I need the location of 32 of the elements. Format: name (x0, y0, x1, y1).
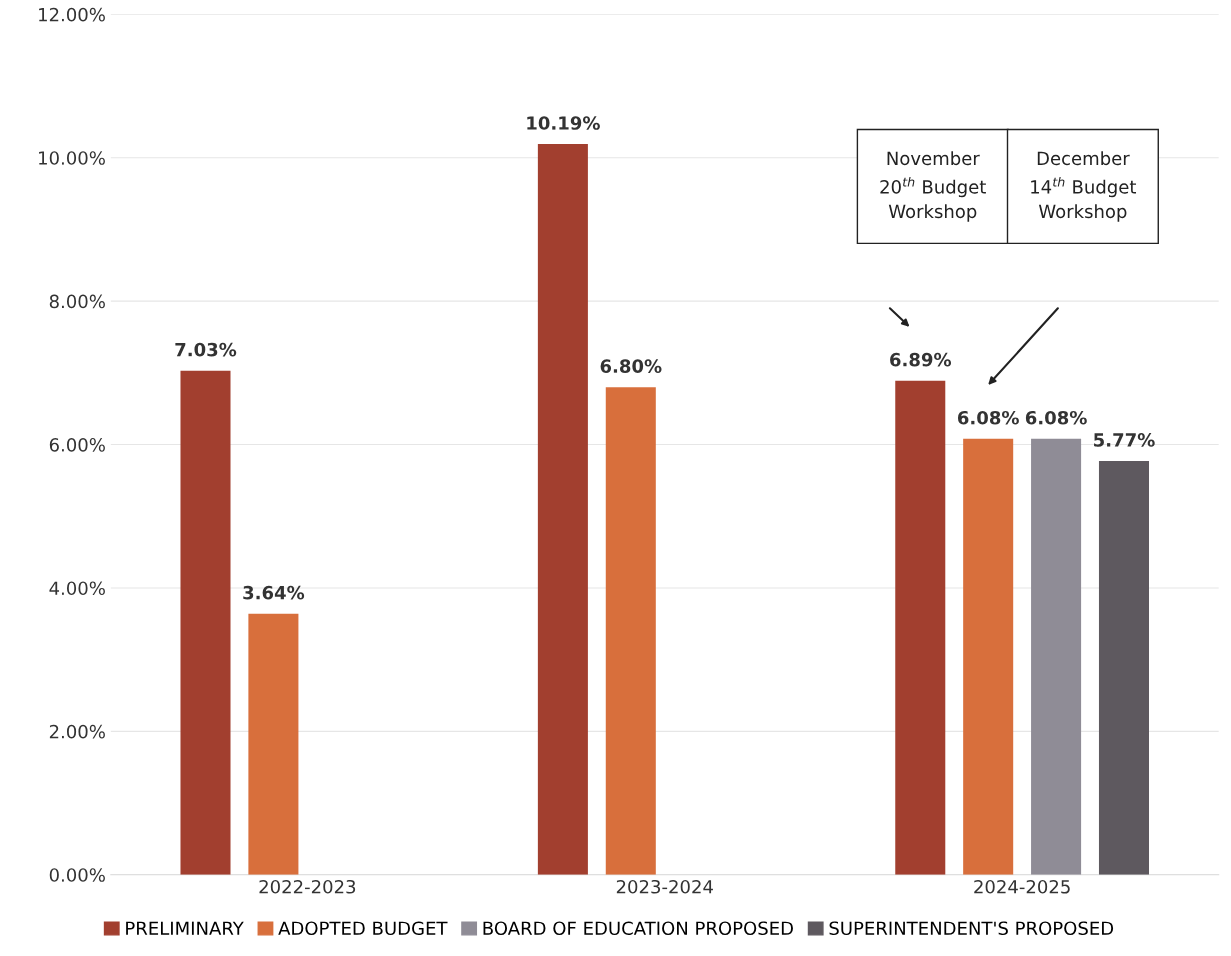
x-tick-label: 2022-2023 (259, 879, 356, 894)
y-tick-label: 4.00% (49, 581, 105, 596)
bar (605, 387, 656, 875)
y-tick-label: 0.00% (49, 868, 105, 882)
text: 5.77% (1094, 433, 1155, 447)
bar (963, 438, 1014, 875)
bar (180, 370, 231, 875)
text: 6.89% (890, 352, 952, 367)
legend-label: PRELIMINARY (126, 921, 244, 935)
x-tick-label: 2023-2024 (616, 879, 713, 894)
annotation: December 14$^{th}$ Budget Workshop (1031, 151, 1137, 222)
bar (248, 613, 299, 875)
bar (537, 144, 588, 875)
text: 10.19% (527, 116, 600, 130)
y-tick-label: 2.00% (49, 724, 105, 739)
annotation: November 20$^{th}$ Budget Workshop (880, 151, 986, 222)
y-tick-label: 6.00% (49, 438, 105, 452)
legend-label: SUPERINTENDENT'S PROPOSED (829, 921, 1114, 936)
bar (895, 380, 946, 875)
text: 3.64% (243, 585, 305, 600)
y-tick-label: 12.00% (39, 7, 105, 22)
x-tick-label: 2024-2025 (974, 879, 1070, 894)
legend-label: BOARD OF EDUCATION PROPOSED (483, 921, 793, 936)
bar (1031, 438, 1082, 875)
text: 6.08% (1025, 410, 1087, 425)
y-tick-label: 10.00% (39, 151, 105, 165)
bar (1098, 461, 1149, 875)
y-tick-label: 8.00% (49, 294, 105, 309)
text: 6.08% (957, 410, 1019, 425)
text: 6.80% (600, 359, 662, 373)
text: 7.03% (175, 342, 237, 357)
legend-label: ADOPTED BUDGET (278, 921, 448, 936)
